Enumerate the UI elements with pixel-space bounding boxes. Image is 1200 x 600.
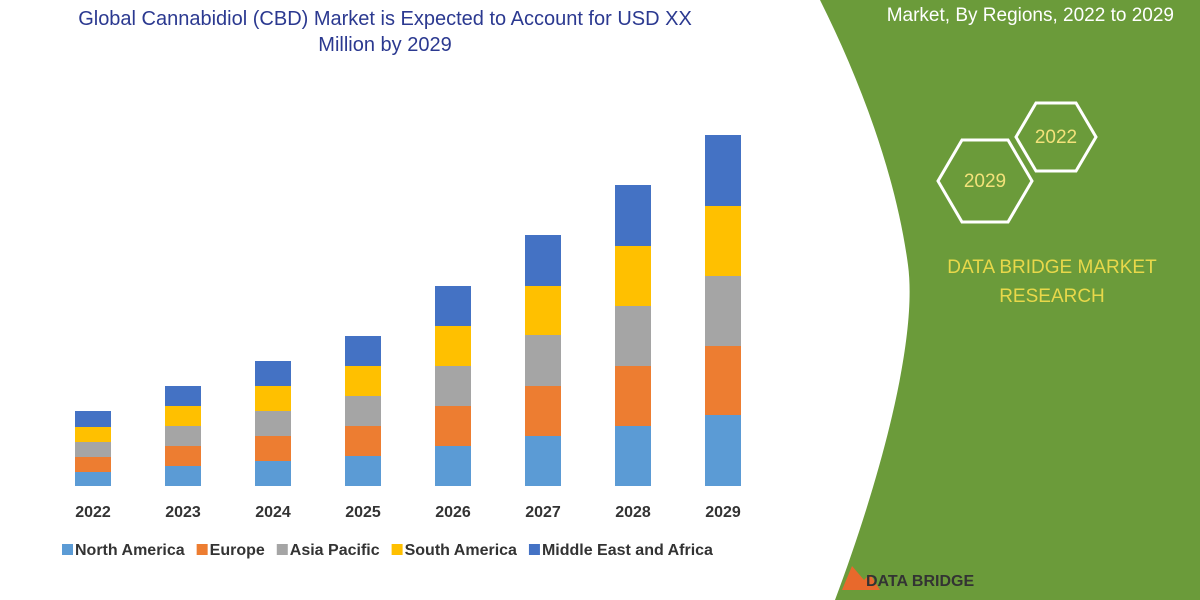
legend-swatch	[62, 544, 73, 555]
bar-segment	[525, 286, 561, 335]
legend-swatch	[528, 544, 540, 555]
bar-segment	[165, 426, 201, 446]
hexagon	[1014, 101, 1098, 173]
bar-segment	[435, 406, 471, 446]
bar-segment	[705, 415, 741, 486]
x-tick-label: 2026	[435, 504, 471, 521]
title-box: Global Cannabidiol (CBD) Market is Expec…	[78, 8, 692, 56]
bar-segment	[345, 426, 381, 456]
bar-segment	[435, 446, 471, 486]
bar-segment	[165, 406, 201, 426]
hexagon	[936, 138, 1034, 224]
x-tick-label: 2022	[75, 504, 111, 521]
bar-segment	[345, 456, 381, 486]
bar-segment	[75, 472, 111, 486]
bar-segment	[255, 436, 291, 461]
bar-segment	[255, 411, 291, 436]
bar-segment	[255, 361, 291, 386]
bar-segment	[75, 457, 111, 472]
bar-segment	[75, 442, 111, 457]
bar-segment	[75, 411, 111, 427]
bar-segment	[165, 446, 201, 466]
bar-segment	[255, 461, 291, 486]
bar-segment	[345, 336, 381, 366]
legend-label: North America	[75, 542, 185, 559]
bar-segment	[435, 326, 471, 366]
bar-segment	[615, 366, 651, 426]
bar-segment	[705, 276, 741, 346]
x-tick-label: 2029	[705, 504, 741, 521]
bar-segment	[705, 135, 741, 206]
x-tick-label: 2024	[255, 504, 291, 521]
logo-icon	[842, 566, 880, 590]
bar-segment	[615, 185, 651, 246]
legend-label: South America	[405, 542, 517, 559]
legend-swatch	[196, 544, 208, 555]
hexagon-label: 2022	[1035, 127, 1077, 148]
bar-segment	[525, 386, 561, 436]
bar-segment	[615, 426, 651, 486]
bar-segment	[165, 386, 201, 406]
bar-segment	[75, 427, 111, 442]
bar-segment	[615, 306, 651, 366]
bar-segment	[525, 235, 561, 286]
hexagon-label: 2029	[964, 171, 1006, 192]
legend-swatch	[391, 544, 403, 555]
side-panel-bg	[820, 0, 1200, 600]
brand-box: DATA BRIDGE MARKET RESEARCH	[947, 257, 1157, 307]
bar-segment	[525, 436, 561, 486]
bar-segment	[345, 396, 381, 426]
bar-segment	[255, 386, 291, 411]
legend-label: Asia Pacific	[290, 542, 380, 559]
chart-title: Global Cannabidiol (CBD) Market is Expec…	[78, 8, 692, 56]
bar-segment	[705, 206, 741, 276]
bar-segment	[165, 466, 201, 486]
bar-segment	[525, 335, 561, 386]
bar-segment	[705, 346, 741, 415]
bar-segment	[345, 366, 381, 396]
x-tick-label: 2027	[525, 504, 561, 521]
x-tick-label: 2028	[615, 504, 651, 521]
x-tick-label: 2023	[165, 504, 201, 521]
heading-box: Market, By Regions, 2022 to 2029	[886, 5, 1174, 26]
bar-segment	[435, 286, 471, 326]
brand: DATA BRIDGE MARKET RESEARCH	[947, 257, 1157, 307]
legend-label: Middle East and Africa	[542, 542, 713, 559]
bar-segment	[615, 246, 651, 306]
legend-swatch	[276, 544, 288, 555]
x-tick-label: 2025	[345, 504, 381, 521]
logo-text: DATA BRIDGE	[866, 573, 974, 590]
panel-heading: Market, By Regions, 2022 to 2029	[886, 5, 1174, 26]
bar-segment	[435, 366, 471, 406]
legend-label: Europe	[210, 542, 265, 559]
